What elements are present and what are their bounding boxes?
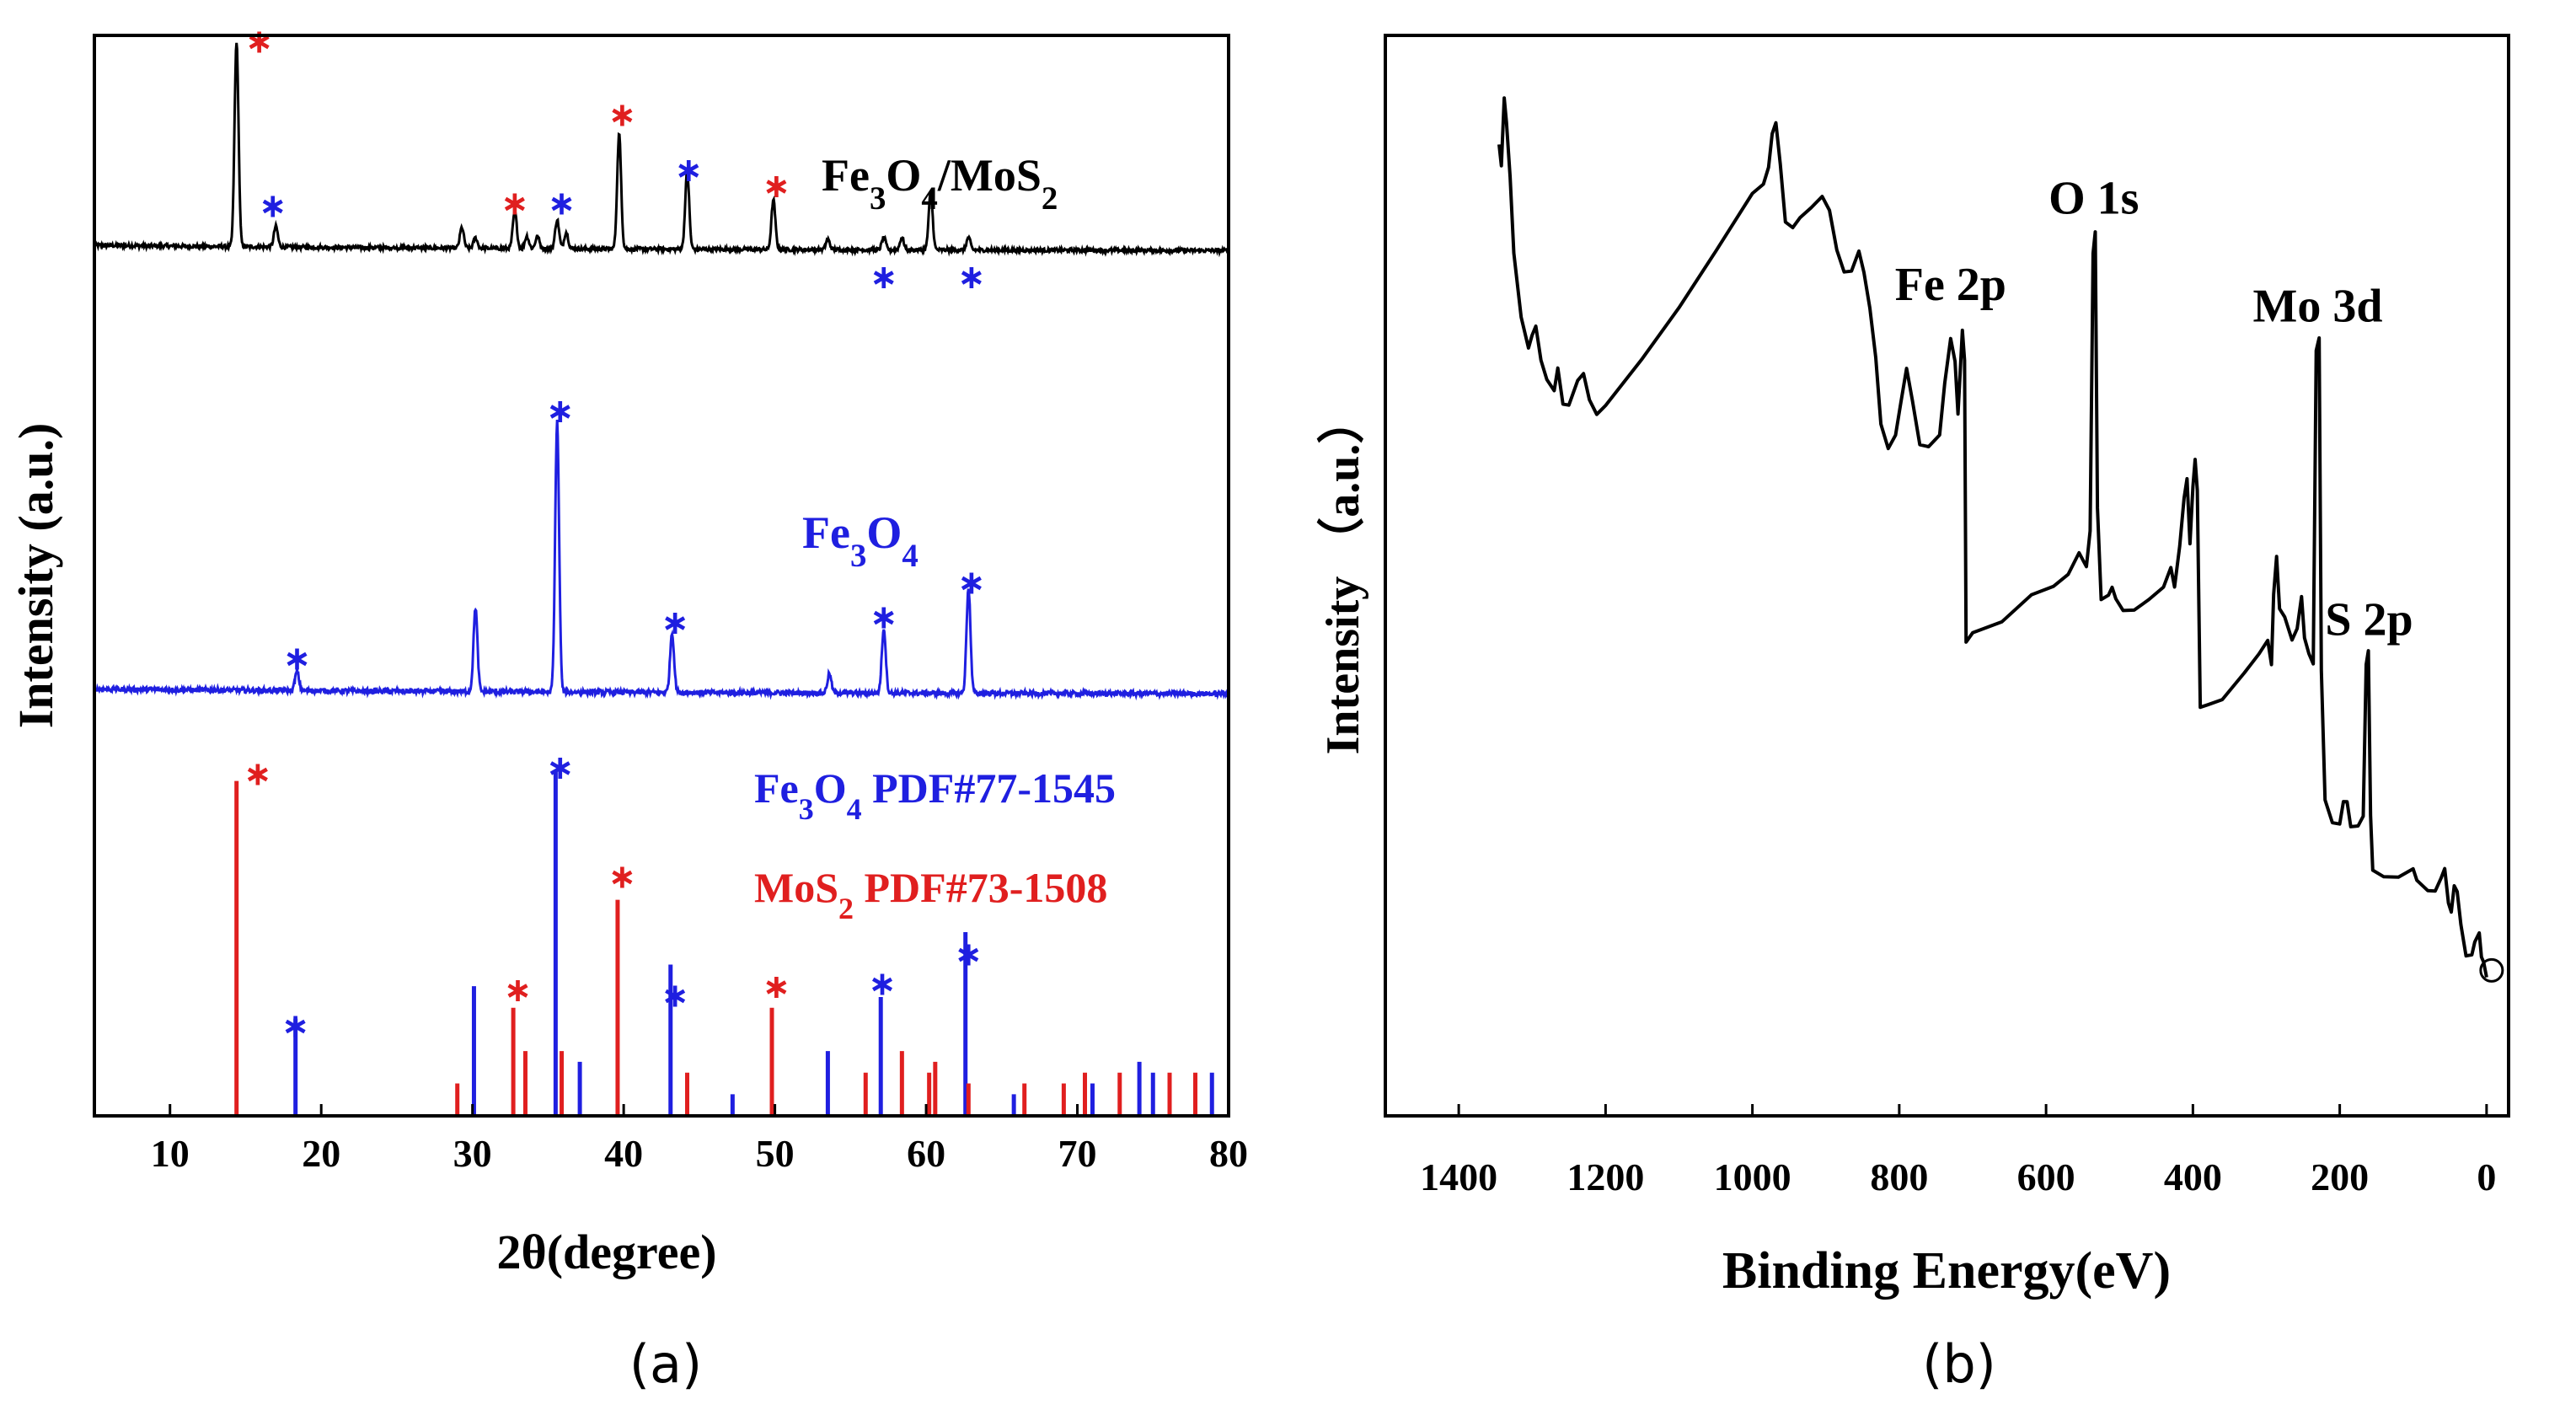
label-part: 4: [847, 792, 862, 826]
xrd-x-tick-label: 50: [756, 1132, 795, 1175]
xrd-peak-star: ∗: [868, 964, 897, 1003]
label-part: 3: [799, 792, 814, 826]
xrd-peak-star: ∗: [548, 185, 576, 223]
xrd-peak-star: ∗: [504, 971, 533, 1010]
xrd-peak-star: ∗: [763, 968, 791, 1006]
xrd-peak-star: ∗: [957, 564, 986, 603]
xrd-y-axis-title: Intensity (a.u.): [8, 423, 63, 729]
xrd-plot-frame: [93, 34, 1230, 1118]
xrd-label-fe3o4-mos2: Fe3O4/MoS2: [822, 150, 1058, 217]
label-part: O: [814, 764, 847, 812]
xps-x-tick-label: 1400: [1420, 1155, 1497, 1198]
xps-x-tick-label: 0: [2477, 1155, 2496, 1198]
label-part: Fe: [822, 150, 870, 201]
label-part: 2: [1042, 180, 1058, 217]
label-part: Fe: [754, 764, 799, 812]
panel-label-a: (a): [629, 1333, 702, 1395]
xrd-peak-star: ∗: [661, 976, 689, 1015]
xrd-label-fe3o4: Fe3O4: [802, 507, 918, 574]
xps-plot-frame: [1384, 34, 2510, 1118]
xrd-peak-star: ∗: [870, 598, 898, 637]
xrd-x-tick-label: 60: [907, 1132, 945, 1175]
xrd-peak-star: ∗: [546, 748, 575, 787]
xrd-peak-star: ∗: [957, 258, 986, 297]
xps-x-tick-label: 200: [2311, 1155, 2369, 1198]
xrd-peak-star: ∗: [281, 1006, 310, 1045]
label-part: 4: [921, 180, 937, 217]
label-part: O: [886, 150, 921, 201]
xrd-x-ticks: 10 20 30 40 50 60 70 80: [151, 1104, 1248, 1175]
xps-end-marker: [2479, 957, 2504, 983]
xps-x-tick-label: 1200: [1566, 1155, 1644, 1198]
xps-peak-label: Fe 2p: [1895, 259, 2006, 311]
xrd-peak-star: ∗: [763, 167, 791, 206]
label-part: O: [866, 507, 902, 558]
xrd-peak-star: ∗: [245, 22, 274, 61]
xps-x-tick-label: 400: [2164, 1155, 2222, 1198]
xrd-peak-star: ∗: [501, 185, 529, 223]
xrd-peak-star: ∗: [608, 96, 637, 135]
xrd-label-mos2-pdf: MoS2 PDF#73-1508: [754, 864, 1107, 925]
xps-x-axis-title: Binding Energy(eV): [1722, 1242, 2171, 1300]
xrd-peak-star: ∗: [955, 936, 983, 974]
xrd-x-axis-title: 2θ(degree): [496, 1225, 716, 1279]
xrd-peak-star: ∗: [546, 392, 575, 431]
xps-x-tick-label: 600: [2017, 1155, 2075, 1198]
xrd-peak-star: ∗: [283, 639, 312, 678]
xrd-x-tick-label: 40: [604, 1132, 643, 1175]
xrd-peak-star: ∗: [870, 258, 898, 297]
xps-peak-label: O 1s: [2048, 173, 2139, 225]
label-part: 3: [870, 180, 886, 217]
xrd-x-tick-label: 80: [1209, 1132, 1248, 1175]
xps-y-axis-title: Intensity （a.u.）: [1316, 397, 1369, 755]
xps-x-ticks: 1400 1200 1000 800 600 400 200 0: [1420, 1104, 2496, 1198]
xps-panel: Fe 2p O 1s Mo 3d S 2p 1400 1200 1000 800 600 400…: [1316, 34, 2510, 1395]
xrd-x-tick-label: 10: [151, 1132, 190, 1175]
label-part: PDF#77-1545: [862, 764, 1116, 812]
xrd-series-line: [93, 420, 1229, 701]
label-part: MoS: [754, 864, 838, 911]
label-part: 2: [838, 892, 854, 925]
label-part: /MoS: [937, 150, 1042, 201]
xrd-panel: ∗∗ ∗ ∗∗∗ ∗∗ ∗∗∗∗ ∗∗∗ ∗∗∗∗ ∗ ∗ ∗∗Fe3O4/MoS2Fe3O4Fe…: [8, 22, 1248, 1395]
xps-survey-line: [1497, 96, 2488, 978]
label-part: 4: [902, 538, 918, 574]
xrd-x-tick-label: 20: [302, 1132, 340, 1175]
xrd-peak-star: ∗: [661, 603, 689, 642]
xps-x-tick-label: 800: [1870, 1155, 1928, 1198]
xrd-label-fe3o4-pdf: Fe3O4 PDF#77-1545: [754, 764, 1116, 826]
label-part: 3: [850, 538, 866, 574]
xps-peak-label: Mo 3d: [2252, 281, 2382, 333]
xrd-peak-star: ∗: [675, 151, 704, 190]
xps-x-tick-label: 1000: [1714, 1155, 1791, 1198]
panel-label-b: (b): [1922, 1333, 1996, 1395]
label-part: Fe: [802, 507, 850, 558]
xps-marks: Fe 2p O 1s Mo 3d S 2p: [1497, 96, 2504, 983]
xps-peak-label: S 2p: [2325, 594, 2413, 646]
xrd-series-line: [93, 42, 1229, 258]
xrd-peak-star: ∗: [608, 857, 637, 896]
xrd-x-tick-label: 30: [453, 1132, 492, 1175]
label-part: PDF#73-1508: [854, 864, 1107, 911]
xrd-x-tick-label: 70: [1058, 1132, 1097, 1175]
xrd-peak-star: ∗: [259, 186, 287, 225]
xrd-peak-star: ∗: [244, 755, 272, 794]
xrd-marks: ∗∗ ∗ ∗∗∗ ∗∗ ∗∗∗∗ ∗∗∗ ∗∗∗∗ ∗ ∗ ∗∗Fe3O4/MoS2Fe3O4Fe…: [93, 22, 1229, 1116]
